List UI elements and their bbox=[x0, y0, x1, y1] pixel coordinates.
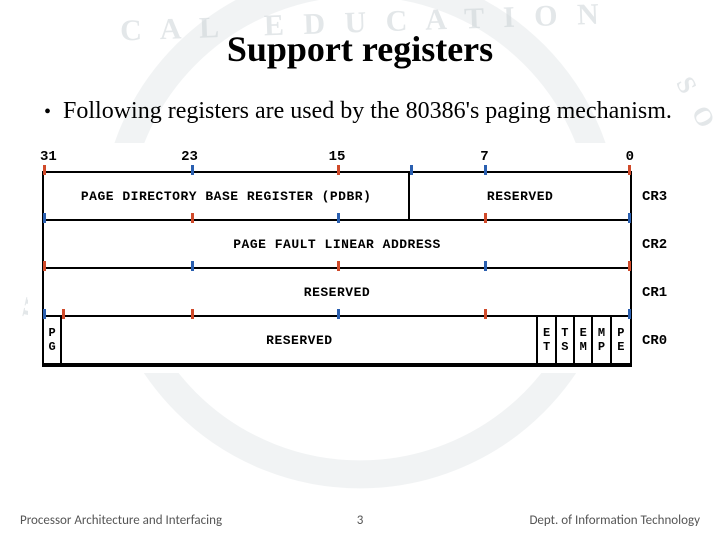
bit-label: 0 bbox=[626, 149, 634, 165]
bullet-line: • Following registers are used by the 803… bbox=[0, 88, 720, 143]
bit-pe: P E bbox=[612, 317, 630, 363]
bullet-dot: • bbox=[44, 101, 51, 123]
row-cr0: P G RESERVED E T T S E M M P bbox=[44, 317, 630, 365]
reg-label-cr2: CR2 bbox=[642, 237, 667, 253]
register-table: PAGE DIRECTORY BASE REGISTER (PDBR) RESE… bbox=[42, 171, 632, 367]
bullet-text: Following registers are used by the 8038… bbox=[63, 98, 672, 124]
reg-label-cr3: CR3 bbox=[642, 189, 667, 205]
bit-et: E T bbox=[538, 317, 556, 363]
footer-page-number: 3 bbox=[357, 513, 364, 528]
bit-label: 31 bbox=[40, 149, 57, 165]
bit-ts: T S bbox=[557, 317, 575, 363]
slide-footer: Processor Architecture and Interfacing 3… bbox=[0, 513, 720, 528]
bit-pg: P G bbox=[44, 317, 62, 363]
footer-right: Dept. of Information Technology bbox=[529, 513, 700, 528]
seg-pdbr: PAGE DIRECTORY BASE REGISTER (PDBR) bbox=[44, 173, 410, 219]
reg-label-cr1: CR1 bbox=[642, 285, 667, 301]
bit-em: E M bbox=[575, 317, 593, 363]
seg-reserved: RESERVED bbox=[62, 317, 538, 363]
page-title: Support registers bbox=[0, 0, 720, 88]
footer-left: Processor Architecture and Interfacing bbox=[20, 513, 222, 528]
bit-label: 7 bbox=[480, 149, 488, 165]
seg-reserved: RESERVED bbox=[410, 173, 630, 219]
bit-label: 15 bbox=[329, 149, 346, 165]
bit-mp: M P bbox=[593, 317, 611, 363]
bit-label: 23 bbox=[181, 149, 198, 165]
reg-label-cr0: CR0 bbox=[642, 333, 667, 349]
register-diagram: 31 23 15 7 0 PAGE DIRECTORY BASE REGISTE… bbox=[28, 143, 692, 373]
